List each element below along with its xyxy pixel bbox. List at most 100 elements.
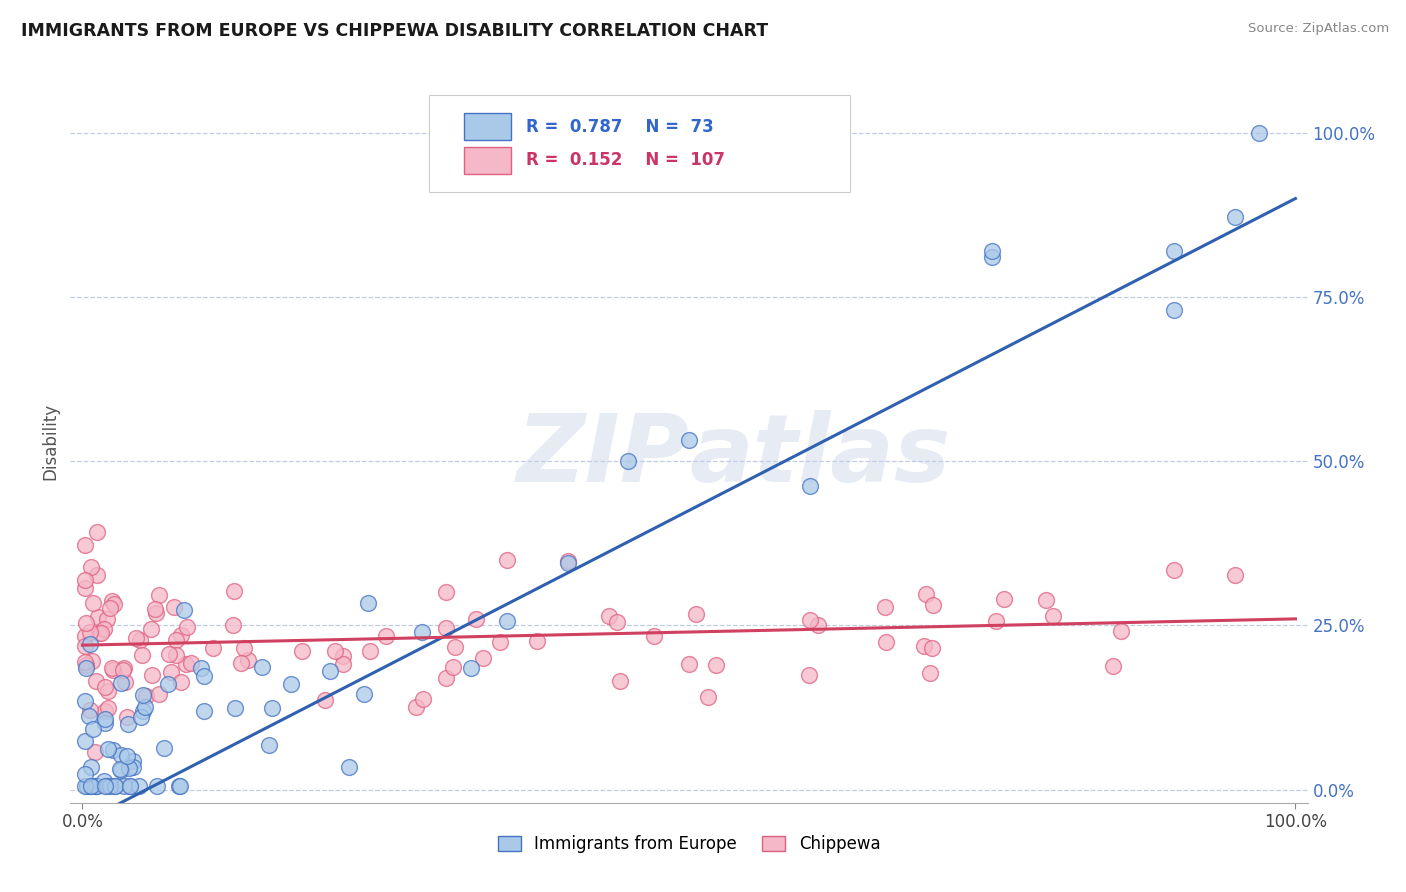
Point xyxy=(110,748,132,763)
Point xyxy=(80,760,103,774)
Point xyxy=(201,641,224,656)
Point xyxy=(464,612,486,626)
Point xyxy=(606,615,628,630)
Point xyxy=(921,598,943,612)
Point xyxy=(873,600,896,615)
Point xyxy=(169,628,191,642)
Point xyxy=(678,657,700,671)
Point xyxy=(704,658,727,673)
Point xyxy=(86,524,108,539)
Y-axis label: Disability: Disability xyxy=(41,403,59,480)
Point xyxy=(257,738,280,752)
Point xyxy=(918,665,941,680)
Point xyxy=(82,722,104,736)
Point xyxy=(685,607,707,621)
Point xyxy=(1223,210,1246,224)
Point xyxy=(131,648,153,662)
Point xyxy=(80,654,103,668)
Point xyxy=(135,689,157,703)
Point xyxy=(96,612,118,626)
Text: Source: ZipAtlas.com: Source: ZipAtlas.com xyxy=(1249,22,1389,36)
Point xyxy=(221,617,243,632)
Point xyxy=(82,596,104,610)
Point xyxy=(460,661,482,675)
Point xyxy=(125,631,148,645)
Point xyxy=(434,621,457,635)
Point xyxy=(357,596,380,610)
Point xyxy=(165,632,187,647)
Point xyxy=(132,688,155,702)
FancyBboxPatch shape xyxy=(429,95,849,193)
Point xyxy=(101,664,124,678)
Point xyxy=(374,629,396,643)
Point xyxy=(79,637,101,651)
Point xyxy=(86,780,108,794)
Point xyxy=(609,673,631,688)
Point xyxy=(114,675,136,690)
Point xyxy=(128,780,150,794)
Point xyxy=(981,250,1004,264)
Point xyxy=(162,599,184,614)
Point xyxy=(117,709,139,723)
Point xyxy=(73,694,96,708)
Point xyxy=(153,740,176,755)
Point xyxy=(87,625,110,640)
Point xyxy=(1223,567,1246,582)
Point xyxy=(359,644,381,658)
Point xyxy=(643,628,665,642)
Point xyxy=(148,687,170,701)
Point xyxy=(233,640,256,655)
Point xyxy=(75,658,97,673)
Point xyxy=(129,709,152,723)
Point xyxy=(73,780,96,794)
Point xyxy=(471,651,494,665)
Point xyxy=(98,780,121,794)
Point xyxy=(1163,244,1185,258)
Point xyxy=(488,635,510,649)
Point xyxy=(112,780,135,794)
Point xyxy=(557,554,579,568)
Point xyxy=(96,780,118,794)
Point xyxy=(1163,563,1185,577)
Point xyxy=(332,648,354,663)
Point xyxy=(190,661,212,675)
Point xyxy=(434,671,457,685)
Point xyxy=(90,625,112,640)
Point xyxy=(678,433,700,447)
Text: R =  0.787    N =  73: R = 0.787 N = 73 xyxy=(526,118,713,136)
Point xyxy=(103,597,125,611)
Point xyxy=(73,629,96,643)
Point xyxy=(118,780,141,794)
Point xyxy=(73,656,96,670)
Point xyxy=(1163,303,1185,318)
Point xyxy=(193,669,215,683)
Point xyxy=(222,583,245,598)
Point xyxy=(97,700,120,714)
Point xyxy=(993,592,1015,607)
Point xyxy=(496,615,519,629)
Point xyxy=(79,703,101,717)
Point xyxy=(799,613,821,627)
Point xyxy=(86,567,108,582)
Point xyxy=(807,618,830,632)
Point xyxy=(169,675,191,690)
Point xyxy=(112,663,135,677)
Point xyxy=(165,648,187,662)
Point xyxy=(110,763,132,777)
Point xyxy=(77,709,100,723)
Point xyxy=(156,677,179,691)
Point xyxy=(224,701,246,715)
Point xyxy=(314,693,336,707)
Point xyxy=(94,780,117,794)
Point xyxy=(141,667,163,681)
Point xyxy=(134,699,156,714)
Point xyxy=(176,620,198,634)
Point xyxy=(444,640,467,654)
Point xyxy=(173,603,195,617)
Point xyxy=(146,780,169,794)
Point xyxy=(108,762,131,776)
Point xyxy=(337,760,360,774)
Point xyxy=(104,780,127,794)
Point xyxy=(93,774,115,789)
Point xyxy=(94,680,117,694)
